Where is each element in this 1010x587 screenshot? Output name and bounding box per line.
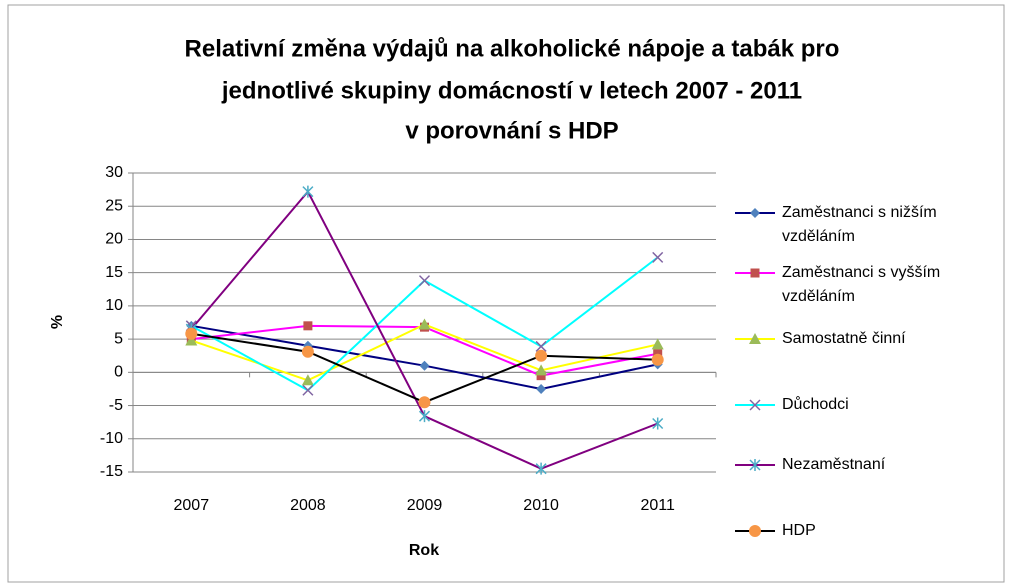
marker: [535, 462, 547, 475]
chart-title: v porovnání s HDP: [405, 117, 618, 144]
chart-title: jednotlivé skupiny domácností v letech 2…: [221, 77, 802, 104]
marker: [652, 251, 664, 263]
y-tick-label: 0: [114, 364, 123, 381]
marker: [418, 275, 431, 287]
legend-label: Samostatně činní: [782, 330, 906, 347]
x-tick-label: 2011: [640, 497, 675, 514]
marker: [185, 327, 198, 340]
marker: [301, 345, 314, 358]
y-tick-label: 5: [114, 330, 123, 347]
legend-label: Nezaměstnaní: [782, 456, 886, 473]
legend-label: Zaměstnanci s vyšším vzděláním: [782, 264, 941, 305]
marker: [185, 334, 198, 346]
marker: [651, 353, 664, 366]
marker: [536, 383, 547, 394]
marker: [419, 360, 430, 371]
y-tick-label: -15: [100, 463, 123, 480]
y-tick-label: -10: [100, 430, 123, 447]
y-tick-label: -5: [109, 397, 123, 414]
marker: [535, 364, 548, 376]
chart-title: Relativní změna výdajů na alkoholické ná…: [185, 35, 840, 62]
legend-label: HDP: [782, 522, 816, 539]
marker: [536, 371, 546, 381]
y-axis-label: %: [49, 315, 66, 329]
x-axis-label: Rok: [409, 542, 439, 559]
marker: [535, 349, 548, 362]
marker: [652, 417, 664, 430]
marker: [302, 185, 314, 198]
marker: [749, 333, 761, 344]
marker: [535, 340, 547, 352]
y-tick-label: 20: [105, 231, 123, 248]
y-tick-label: 10: [105, 297, 123, 314]
marker: [749, 525, 761, 537]
x-tick-label: 2007: [174, 497, 210, 514]
marker: [651, 338, 664, 350]
marker: [418, 396, 431, 409]
marker: [302, 384, 314, 396]
marker: [749, 399, 761, 411]
chart-border: [7, 4, 1005, 583]
x-tick-label: 2009: [407, 497, 443, 514]
y-tick-label: 15: [105, 264, 123, 281]
x-tick-label: 2010: [523, 497, 559, 514]
marker: [749, 459, 761, 471]
marker: [418, 318, 431, 330]
marker: [303, 321, 313, 331]
x-tick-label: 2008: [290, 497, 326, 514]
legend-label: Zaměstnanci s nižším vzděláním: [782, 204, 937, 245]
marker: [301, 374, 314, 386]
marker: [750, 208, 760, 218]
marker: [418, 410, 431, 423]
y-tick-label: 30: [105, 164, 123, 181]
marker: [750, 268, 760, 278]
legend-label: Důchodci: [782, 396, 849, 413]
y-tick-label: 25: [105, 197, 123, 214]
